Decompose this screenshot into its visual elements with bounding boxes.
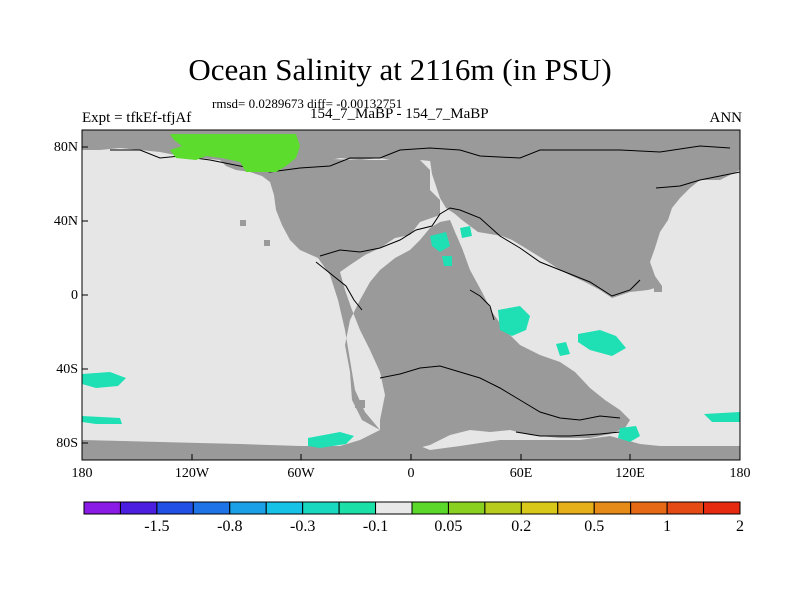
colorbar-swatch (666, 501, 705, 515)
coastline (469, 289, 495, 321)
colorbar-label: 0.05 (434, 518, 463, 535)
coastline (515, 431, 621, 437)
colorbar-swatch (229, 501, 267, 515)
stats-line: rmsd= 0.0289673 diff= -0.00132751 (212, 96, 403, 111)
negative-anomaly-region (82, 416, 122, 424)
lat-label-40n: 40N (53, 214, 78, 229)
season-label: ANN (709, 110, 743, 126)
negative-anomaly-region (556, 342, 570, 356)
negative-anomaly-region (308, 432, 354, 448)
lon-label-120e: 120E (615, 466, 645, 481)
negative-anomaly-region (704, 412, 740, 422)
positive-anomaly-layer (170, 134, 300, 172)
lon-label-180e: 180 (729, 466, 751, 481)
landmass-west (220, 158, 630, 452)
colorbar-label: 2 (736, 518, 744, 535)
lat-label-80s: 80S (56, 436, 78, 451)
negative-anomaly-region (460, 226, 472, 238)
coastline (655, 171, 741, 189)
colorbar-swatch (119, 501, 158, 515)
colorbar-swatch (557, 501, 595, 515)
map-panel (81, 129, 741, 461)
negative-anomaly-region (442, 256, 452, 266)
colorbar-label: 1 (663, 518, 672, 535)
colorbar (83, 501, 741, 515)
coastline (319, 207, 641, 297)
lat-label-40s: 40S (56, 362, 78, 377)
plot-title: Ocean Salinity at 2116m (in PSU) (188, 52, 612, 87)
negative-anomaly-region (82, 372, 126, 388)
colorbar-label: 0.5 (584, 518, 605, 535)
lat-label-80n: 80N (53, 140, 78, 155)
experiment-label: Expt = tfkEf-tfjAf (82, 110, 192, 126)
landmass-east (430, 146, 740, 298)
negative-anomaly-region (430, 232, 450, 252)
colorbar-swatch (484, 501, 522, 515)
colorbar-swatch (156, 501, 194, 515)
colorbar-swatch (411, 501, 449, 515)
colorbar-label: -0.3 (290, 518, 316, 535)
coastline (315, 261, 363, 311)
negative-anomaly-region (498, 306, 530, 336)
lat-label-0: 0 (71, 288, 78, 303)
negative-anomaly-layer (82, 226, 740, 448)
colorbar-swatch (630, 501, 668, 515)
colorbar-swatch (520, 501, 559, 515)
period-label: 154_7_MaBP - 154_7_MaBP (310, 106, 489, 122)
lon-label-60e: 60E (509, 466, 533, 481)
colorbar-label: 0.2 (511, 518, 532, 535)
tick-marks (82, 146, 631, 460)
lon-label-0: 0 (407, 466, 415, 481)
colorbar-swatch (375, 501, 413, 515)
negative-anomaly-region (578, 330, 626, 356)
colorbar-swatch (703, 501, 741, 515)
island (240, 220, 246, 226)
colorbar-label: -0.1 (362, 518, 389, 535)
negative-anomaly-region (618, 426, 640, 442)
island (264, 240, 270, 246)
colorbar-swatch (302, 501, 340, 515)
island (355, 400, 365, 408)
positive-anomaly-region (170, 134, 300, 172)
colorbar-swatch (338, 501, 377, 515)
lon-label-120w: 120W (174, 466, 210, 481)
landmass-south (82, 430, 740, 460)
colorbar-swatch (265, 501, 304, 515)
colorbar-swatch (83, 501, 121, 515)
colorbar-swatch (593, 501, 632, 515)
island (654, 286, 662, 292)
colorbar-swatch (447, 501, 486, 515)
lon-label-180w: 180 (71, 466, 93, 481)
colorbar-label: -0.8 (217, 518, 243, 535)
colorbar-swatch (192, 501, 231, 515)
lon-label-60w: 60W (287, 466, 315, 481)
coastline (379, 365, 621, 421)
coastline-layer (110, 145, 741, 437)
colorbar-label: -1.5 (144, 518, 170, 535)
